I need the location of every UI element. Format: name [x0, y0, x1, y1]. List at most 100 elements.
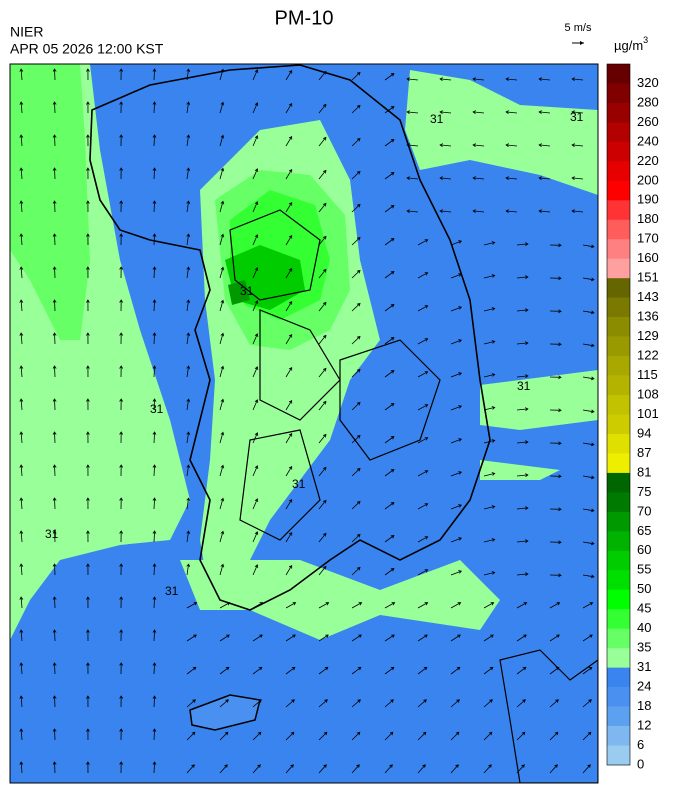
- colorbar-label: 55: [637, 562, 651, 577]
- colorbar-segment: [607, 687, 630, 707]
- colorbar-segment: [607, 64, 630, 84]
- colorbar-segment: [607, 161, 630, 182]
- west-sea-green-2: [10, 64, 90, 340]
- colorbar-label: 18: [637, 698, 651, 713]
- unit-power: 3: [643, 35, 648, 45]
- colorbar-label: 12: [637, 717, 651, 732]
- colorbar-label: 108: [637, 386, 659, 401]
- map: 31 31 31 31 31 31 31 31: [10, 64, 598, 783]
- colorbar-segment: [607, 239, 630, 260]
- south-coast-green: [180, 560, 500, 640]
- colorbar-label: 151: [637, 270, 659, 285]
- wind-arrows: [19, 68, 595, 774]
- contour-label: 31: [517, 379, 531, 393]
- map-frame: [9, 63, 599, 784]
- agency: NIER: [10, 24, 43, 40]
- colorbar-label: 0: [637, 756, 644, 771]
- colorbar: 3202802602402202001901801701601511431361…: [606, 63, 659, 771]
- colorbar-segment: [607, 706, 630, 727]
- contour-label: 31: [165, 584, 179, 598]
- colorbar-label: 115: [637, 367, 658, 382]
- colorbar-segment: [607, 511, 630, 532]
- colorbar-label: 75: [637, 484, 651, 499]
- colorbar-segment: [607, 180, 630, 201]
- contour-label: 31: [292, 477, 306, 491]
- jeju-island: [189, 694, 261, 731]
- colorbar-label: 94: [637, 425, 651, 440]
- colorbar-segment: [607, 122, 630, 143]
- colorbar-segment: [607, 356, 630, 376]
- colorbar-label: 45: [637, 601, 651, 616]
- colorbar-segment: [607, 395, 630, 415]
- contour-label: 31: [240, 284, 254, 298]
- datetime: APR 05 2026 12:00 KST: [10, 41, 164, 57]
- colorbar-segment: [607, 414, 630, 435]
- colorbar-label: 190: [637, 192, 659, 207]
- colorbar-segment: [607, 200, 630, 221]
- colorbar-segment: [607, 745, 630, 766]
- colorbar-segment: [607, 589, 630, 610]
- contour-label: 31: [150, 402, 164, 416]
- colorbar-segment: [607, 570, 630, 591]
- colorbar-label: 40: [637, 620, 651, 635]
- colorbar-segment: [607, 433, 630, 454]
- colorbar-segment: [607, 453, 630, 474]
- colorbar-label: 280: [637, 94, 659, 109]
- colorbar-label: 160: [637, 250, 659, 265]
- colorbar-segment: [607, 667, 630, 688]
- colorbar-segment: [607, 648, 630, 668]
- colorbar-label: 180: [637, 211, 659, 226]
- colorbar-label: 143: [637, 289, 659, 304]
- colorbar-segment: [607, 609, 630, 629]
- east-sea-green: [405, 70, 598, 195]
- colorbar-segment: [607, 258, 630, 279]
- colorbar-label: 240: [637, 133, 659, 148]
- province-borders: [229, 209, 441, 541]
- colorbar-label: 65: [637, 523, 651, 538]
- colorbar-frame: [606, 63, 631, 766]
- colorbar-segment: [607, 219, 630, 240]
- colorbar-label: 170: [637, 231, 659, 246]
- colorbar-segment: [607, 83, 630, 104]
- colorbar-label: 136: [637, 309, 659, 324]
- wind-scale-head: [580, 41, 584, 45]
- colorbar-segment: [607, 726, 630, 746]
- colorbar-label: 81: [637, 464, 651, 479]
- east-sea-green-4: [480, 460, 560, 480]
- east-sea-green-3: [480, 370, 598, 430]
- hotspot: [228, 280, 250, 305]
- colorbar-label: 87: [637, 445, 651, 460]
- colorbar-segment: [607, 375, 630, 396]
- colorbar-segment: [607, 102, 630, 123]
- colorbar-label: 129: [637, 328, 659, 343]
- colorbar-label: 122: [637, 348, 659, 363]
- contour-label: 31: [430, 112, 444, 126]
- colorbar-segment: [607, 278, 630, 298]
- colorbar-label: 200: [637, 172, 659, 187]
- colorbar-segment: [607, 297, 630, 318]
- title: PM-10: [275, 7, 334, 29]
- colorbar-label: 31: [637, 659, 651, 674]
- unit-base: µg/m: [614, 38, 643, 53]
- contour-labels: 31 31 31 31 31 31 31 31: [45, 110, 584, 598]
- unit: µg/m3: [614, 35, 648, 53]
- colorbar-segment: [607, 628, 630, 649]
- japan-coast: [499, 649, 598, 783]
- colorbar-label: 60: [637, 542, 651, 557]
- colorbar-label: 35: [637, 640, 651, 655]
- colorbar-segment: [607, 550, 630, 571]
- colorbar-label: 24: [637, 679, 651, 694]
- colorbar-label: 260: [637, 114, 659, 129]
- colorbar-segment: [607, 336, 630, 357]
- colorbar-label: 6: [637, 737, 644, 752]
- wind-scale-label: 5 m/s: [565, 22, 592, 34]
- contour-label: 31: [570, 110, 584, 124]
- colorbar-label: 70: [637, 503, 651, 518]
- coastline: [89, 64, 491, 611]
- colorbar-segment: [607, 317, 630, 337]
- contour-label: 31: [45, 527, 59, 541]
- colorbar-label: 220: [637, 153, 659, 168]
- colorbar-segment: [607, 492, 630, 513]
- colorbar-label: 320: [637, 75, 659, 90]
